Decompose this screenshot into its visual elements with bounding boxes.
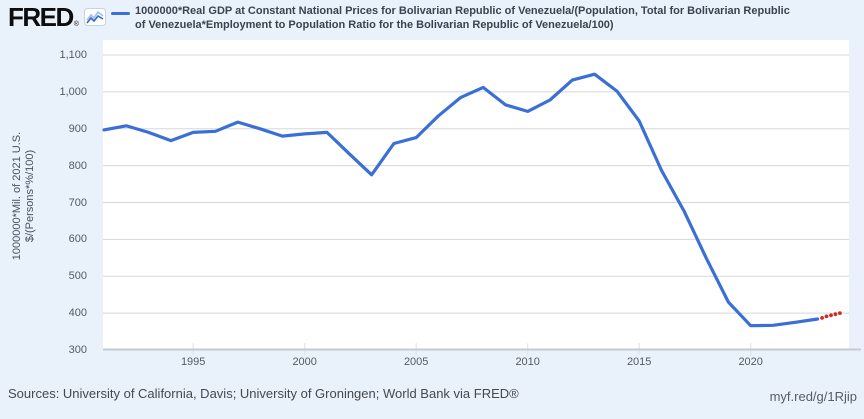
- x-tick-label-2010: 2010: [515, 356, 540, 368]
- plot-area: [103, 40, 849, 350]
- y-tick-label-700: 700: [68, 196, 87, 209]
- x-tick-label-1995: 1995: [180, 356, 206, 368]
- y-tick-label-400: 400: [68, 307, 87, 320]
- legend-line-1: 1000000*Real GDP at Constant National Pr…: [135, 5, 790, 17]
- y-tick-label-600: 600: [68, 233, 87, 246]
- legend-swatch: [111, 12, 130, 15]
- fred-logo-text: FRED: [8, 2, 74, 32]
- x-tick-label-2015: 2015: [626, 356, 652, 368]
- y-tick-label-1100: 1,100: [59, 49, 87, 61]
- estimate-dot: [833, 312, 838, 317]
- fred-chart-icon: [83, 8, 106, 31]
- estimate-dot: [838, 311, 842, 315]
- y-tick-label-1000: 1,000: [59, 85, 87, 98]
- y-tick-label-800: 800: [68, 159, 87, 172]
- estimate-dot: [829, 313, 833, 318]
- legend-line-2: of Venezuela*Employment to Population Ra…: [135, 18, 614, 31]
- y-tick-label-900: 900: [68, 122, 87, 135]
- sources-text: Sources: University of California, Davis…: [8, 386, 519, 401]
- graph-permalink[interactable]: myf.red/g/1Rjip: [769, 389, 857, 404]
- x-tick-label-2005: 2005: [403, 356, 429, 368]
- chart-legend: 1000000*Real GDP at Constant National Pr…: [135, 5, 864, 32]
- x-tick-label-2000: 2000: [292, 356, 317, 368]
- y-tick-label-300: 300: [68, 344, 87, 356]
- gdp-series-line: [102, 72, 820, 328]
- fred-logo-registered: ®: [73, 21, 79, 28]
- y-tick-label-500: 500: [68, 270, 87, 283]
- estimate-dot: [820, 316, 824, 320]
- estimate-dot: [824, 314, 829, 319]
- fred-logo: FRED ®: [8, 4, 106, 31]
- x-tick-label-2020: 2020: [738, 356, 763, 368]
